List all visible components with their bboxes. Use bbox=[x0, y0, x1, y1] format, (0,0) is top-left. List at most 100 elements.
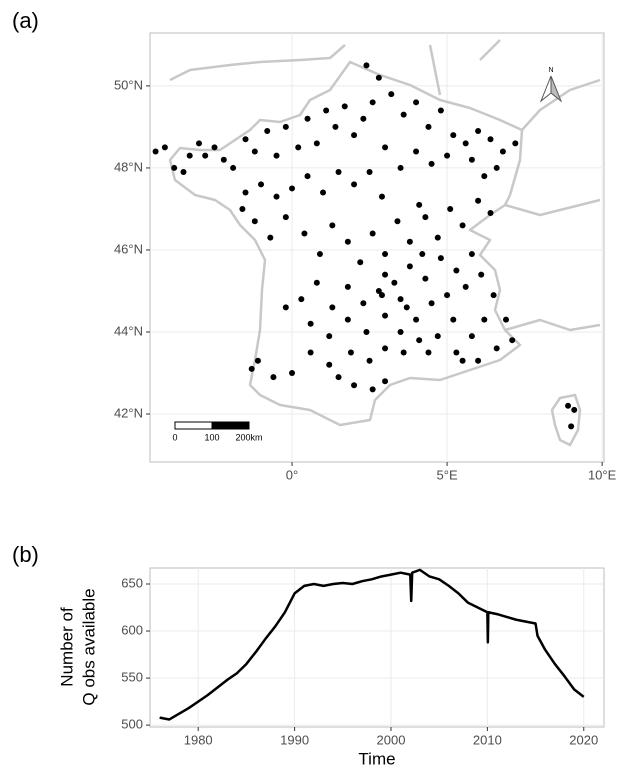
x-tick-label: 1980 bbox=[184, 732, 213, 747]
station-point bbox=[341, 103, 348, 110]
station-point bbox=[332, 123, 339, 130]
station-point bbox=[326, 333, 333, 340]
y-axis-title: Number of bbox=[57, 607, 76, 687]
station-point bbox=[462, 140, 469, 147]
station-point bbox=[388, 91, 395, 98]
station-point bbox=[357, 259, 364, 266]
station-point bbox=[382, 345, 389, 352]
y-tick-label: 42°N bbox=[114, 405, 143, 420]
y-tick-label: 50°N bbox=[114, 77, 143, 92]
x-tick-label: 0° bbox=[286, 467, 298, 482]
station-point bbox=[382, 271, 389, 278]
x-tick-label: 2020 bbox=[569, 732, 598, 747]
station-point bbox=[490, 292, 497, 299]
panel-label: (a) bbox=[12, 8, 39, 33]
station-point bbox=[323, 107, 330, 114]
station-point bbox=[344, 316, 351, 323]
x-tick-label: 5°E bbox=[437, 467, 458, 482]
uk-coast bbox=[169, 44, 346, 82]
station-point bbox=[416, 201, 423, 208]
x-tick-label: 2000 bbox=[377, 732, 406, 747]
north-label: N bbox=[548, 67, 553, 74]
station-point bbox=[329, 304, 336, 311]
y-tick-label: 550 bbox=[121, 670, 143, 685]
station-point bbox=[459, 357, 466, 364]
line-panel bbox=[149, 567, 605, 728]
station-point bbox=[400, 349, 407, 356]
station-point bbox=[503, 316, 510, 323]
station-point bbox=[434, 333, 441, 340]
station-point bbox=[298, 296, 305, 303]
station-point bbox=[493, 164, 500, 171]
station-point bbox=[202, 152, 209, 159]
station-point bbox=[568, 423, 575, 430]
station-point bbox=[295, 144, 302, 151]
station-point bbox=[316, 251, 323, 258]
station-point bbox=[267, 234, 274, 241]
station-point bbox=[382, 312, 389, 319]
station-point bbox=[363, 62, 370, 69]
station-point bbox=[403, 304, 410, 311]
station-point bbox=[230, 164, 237, 171]
scale-bar-white bbox=[174, 421, 213, 430]
station-point bbox=[282, 304, 289, 311]
station-point bbox=[313, 140, 320, 147]
station-point bbox=[369, 386, 376, 393]
station-point bbox=[242, 189, 249, 196]
station-point bbox=[375, 287, 382, 294]
station-point bbox=[251, 148, 258, 155]
station-point bbox=[326, 361, 333, 368]
station-point bbox=[450, 132, 457, 139]
station-point bbox=[360, 300, 367, 307]
station-point bbox=[481, 316, 488, 323]
station-point bbox=[270, 374, 277, 381]
station-point bbox=[171, 164, 178, 171]
station-point bbox=[509, 337, 516, 344]
scale-bar-black bbox=[211, 421, 250, 430]
station-point bbox=[428, 300, 435, 307]
station-point bbox=[478, 271, 485, 278]
station-point bbox=[344, 238, 351, 245]
map-panel bbox=[149, 32, 605, 463]
panel-label: (b) bbox=[12, 542, 39, 567]
station-point bbox=[282, 214, 289, 221]
y-tick-label: 46°N bbox=[114, 241, 143, 256]
x-tick-label: 10°E bbox=[588, 467, 617, 482]
station-point bbox=[161, 144, 168, 151]
station-point bbox=[499, 148, 506, 155]
station-point bbox=[186, 152, 193, 159]
station-point bbox=[273, 193, 280, 200]
station-point bbox=[444, 152, 451, 159]
station-point bbox=[428, 160, 435, 167]
station-point bbox=[304, 173, 311, 180]
station-point bbox=[301, 230, 308, 237]
station-point bbox=[289, 370, 296, 377]
station-point bbox=[565, 402, 572, 409]
station-point bbox=[437, 107, 444, 114]
station-point bbox=[512, 140, 519, 147]
station-point bbox=[453, 267, 460, 274]
y-tick-label: 650 bbox=[121, 575, 143, 590]
station-point bbox=[254, 357, 261, 364]
y-axis-title: Q obs available bbox=[79, 588, 98, 705]
x-axis-title: Time bbox=[358, 749, 395, 768]
france-outline bbox=[168, 60, 524, 427]
station-point bbox=[400, 111, 407, 118]
y-tick-label: 600 bbox=[121, 622, 143, 637]
station-point bbox=[481, 173, 488, 180]
y-tick-label: 44°N bbox=[114, 323, 143, 338]
station-point bbox=[351, 132, 358, 139]
station-point bbox=[180, 169, 187, 176]
y-tick-label: 500 bbox=[121, 717, 143, 732]
station-point bbox=[462, 283, 469, 290]
station-point bbox=[242, 136, 249, 143]
station-point bbox=[434, 234, 441, 241]
station-point bbox=[394, 218, 401, 225]
data-line bbox=[159, 568, 585, 721]
station-point bbox=[437, 255, 444, 262]
station-point bbox=[363, 328, 370, 335]
station-point bbox=[351, 181, 358, 188]
scale-bar: 0 100 200km bbox=[172, 421, 263, 442]
station-point bbox=[347, 349, 354, 356]
